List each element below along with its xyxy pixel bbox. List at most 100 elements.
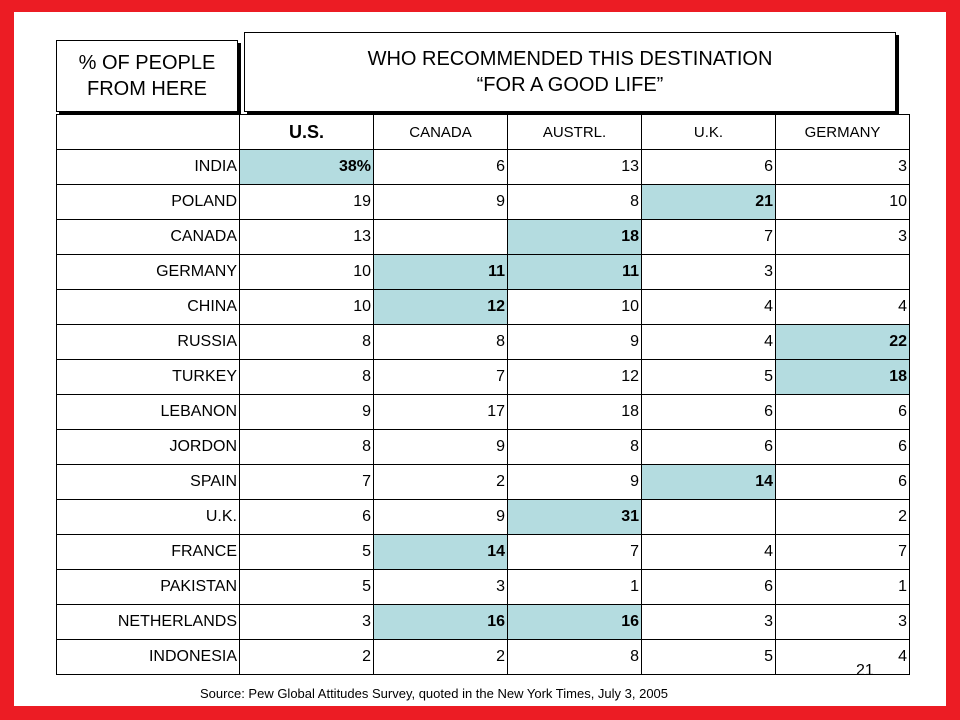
table-cell: 10: [239, 289, 374, 325]
table-cell: 3: [775, 219, 910, 255]
table-cell: 12: [373, 289, 508, 325]
table-cell: 3: [775, 604, 910, 640]
table-row: LEBANON 9 17 18 6 6: [56, 394, 910, 430]
table-row: POLAND 19 9 8 21 10: [56, 184, 910, 220]
row-label: FRANCE: [56, 534, 240, 570]
table-row: CHINA 10 12 10 4 4: [56, 289, 910, 325]
table-cell: 11: [373, 254, 508, 290]
table-cell: 18: [507, 219, 642, 255]
header-destination-line1: WHO RECOMMENDED THIS DESTINATION: [367, 48, 773, 70]
table-cell: 4: [775, 289, 910, 325]
row-label: INDONESIA: [56, 639, 240, 675]
row-label: CANADA: [56, 219, 240, 255]
table-cell: 8: [239, 429, 374, 465]
table-cell: 5: [641, 359, 776, 395]
source-note: Source: Pew Global Attitudes Survey, quo…: [200, 686, 669, 701]
column-header-uk: U.K.: [641, 114, 776, 150]
table-row: CANADA 13 18 7 3: [56, 219, 910, 255]
table-cell: 11: [507, 254, 642, 290]
header-origin-line2: FROM HERE: [87, 78, 207, 100]
table-row: NETHERLANDS 3 16 16 3 3: [56, 604, 910, 640]
table-cell: 16: [507, 604, 642, 640]
table-cell: 3: [775, 149, 910, 185]
table-cell: 19: [239, 184, 374, 220]
table-cell: 12: [507, 359, 642, 395]
table-cell: 6: [373, 149, 508, 185]
table-cell: 9: [373, 429, 508, 465]
row-label: RUSSIA: [56, 324, 240, 360]
table-cell: 7: [373, 359, 508, 395]
table-cell: 5: [239, 569, 374, 605]
table-cell: 10: [775, 184, 910, 220]
table-row: SPAIN 7 2 9 14 6: [56, 464, 910, 500]
table-cell: 3: [641, 604, 776, 640]
table-cell: 21: [641, 184, 776, 220]
table-cell: 38%: [239, 149, 374, 185]
row-label: U.K.: [56, 499, 240, 535]
column-header-canada: CANADA: [373, 114, 508, 150]
row-label: POLAND: [56, 184, 240, 220]
table-cell: 10: [239, 254, 374, 290]
header-destination-box: WHO RECOMMENDED THIS DESTINATION “FOR A …: [244, 32, 896, 112]
header-destination-line2: “FOR A GOOD LIFE”: [476, 74, 664, 96]
table-cell: 8: [239, 359, 374, 395]
table-cell: 1: [507, 569, 642, 605]
table-cell: [641, 499, 776, 535]
table-cell: 8: [507, 639, 642, 675]
table-row: TURKEY 8 7 12 5 18: [56, 359, 910, 395]
table-cell: 14: [373, 534, 508, 570]
row-label: SPAIN: [56, 464, 240, 500]
page-number: 21: [856, 662, 874, 679]
table-row: FRANCE 5 14 7 4 7: [56, 534, 910, 570]
table-cell: 6: [641, 429, 776, 465]
table-cell: 1: [775, 569, 910, 605]
row-label: JORDON: [56, 429, 240, 465]
table-cell: 5: [641, 639, 776, 675]
header-origin-line1: % OF PEOPLE: [78, 52, 216, 74]
table-cell: 9: [507, 324, 642, 360]
column-header-australia: AUSTRL.: [507, 114, 642, 150]
table-cell: 2: [239, 639, 374, 675]
table-cell: 2: [373, 639, 508, 675]
row-label: LEBANON: [56, 394, 240, 430]
table-cell: 3: [641, 254, 776, 290]
row-label: INDIA: [56, 149, 240, 185]
header-origin-box: % OF PEOPLE FROM HERE: [56, 40, 238, 112]
table-cell: 31: [507, 499, 642, 535]
table-cell: 8: [239, 324, 374, 360]
table-cell: 14: [641, 464, 776, 500]
table-row: RUSSIA 8 8 9 4 22: [56, 324, 910, 360]
table-cell: 8: [373, 324, 508, 360]
table-row: GERMANY 10 11 11 3: [56, 254, 910, 290]
table-row: JORDON 8 9 8 6 6: [56, 429, 910, 465]
table-cell: 9: [507, 464, 642, 500]
row-label: GERMANY: [56, 254, 240, 290]
column-header-us: U.S.: [239, 114, 374, 150]
table-cell: 18: [507, 394, 642, 430]
table-cell: 4: [641, 534, 776, 570]
table-cell: 9: [373, 499, 508, 535]
table-cell: 4: [775, 639, 910, 675]
column-header-germany: GERMANY: [775, 114, 910, 150]
table-cell: 6: [641, 569, 776, 605]
table-cell: 4: [641, 289, 776, 325]
table-cell: 6: [641, 149, 776, 185]
row-label: CHINA: [56, 289, 240, 325]
table-cell: 2: [373, 464, 508, 500]
table-cell: 13: [239, 219, 374, 255]
column-header-row: U.S. CANADA AUSTRL. U.K. GERMANY: [56, 114, 910, 150]
table-cell: 10: [507, 289, 642, 325]
row-label: TURKEY: [56, 359, 240, 395]
table-cell: 16: [373, 604, 508, 640]
table-row: PAKISTAN 5 3 1 6 1: [56, 569, 910, 605]
destination-table: U.S. CANADA AUSTRL. U.K. GERMANY INDIA 38…: [56, 114, 910, 675]
table-cell: [373, 219, 508, 255]
table-cell: 7: [239, 464, 374, 500]
table-cell: 3: [239, 604, 374, 640]
table-cell: 7: [775, 534, 910, 570]
table-cell: 6: [775, 394, 910, 430]
table-cell: 3: [373, 569, 508, 605]
table-cell: 8: [507, 184, 642, 220]
table-row: U.K. 6 9 31 2: [56, 499, 910, 535]
